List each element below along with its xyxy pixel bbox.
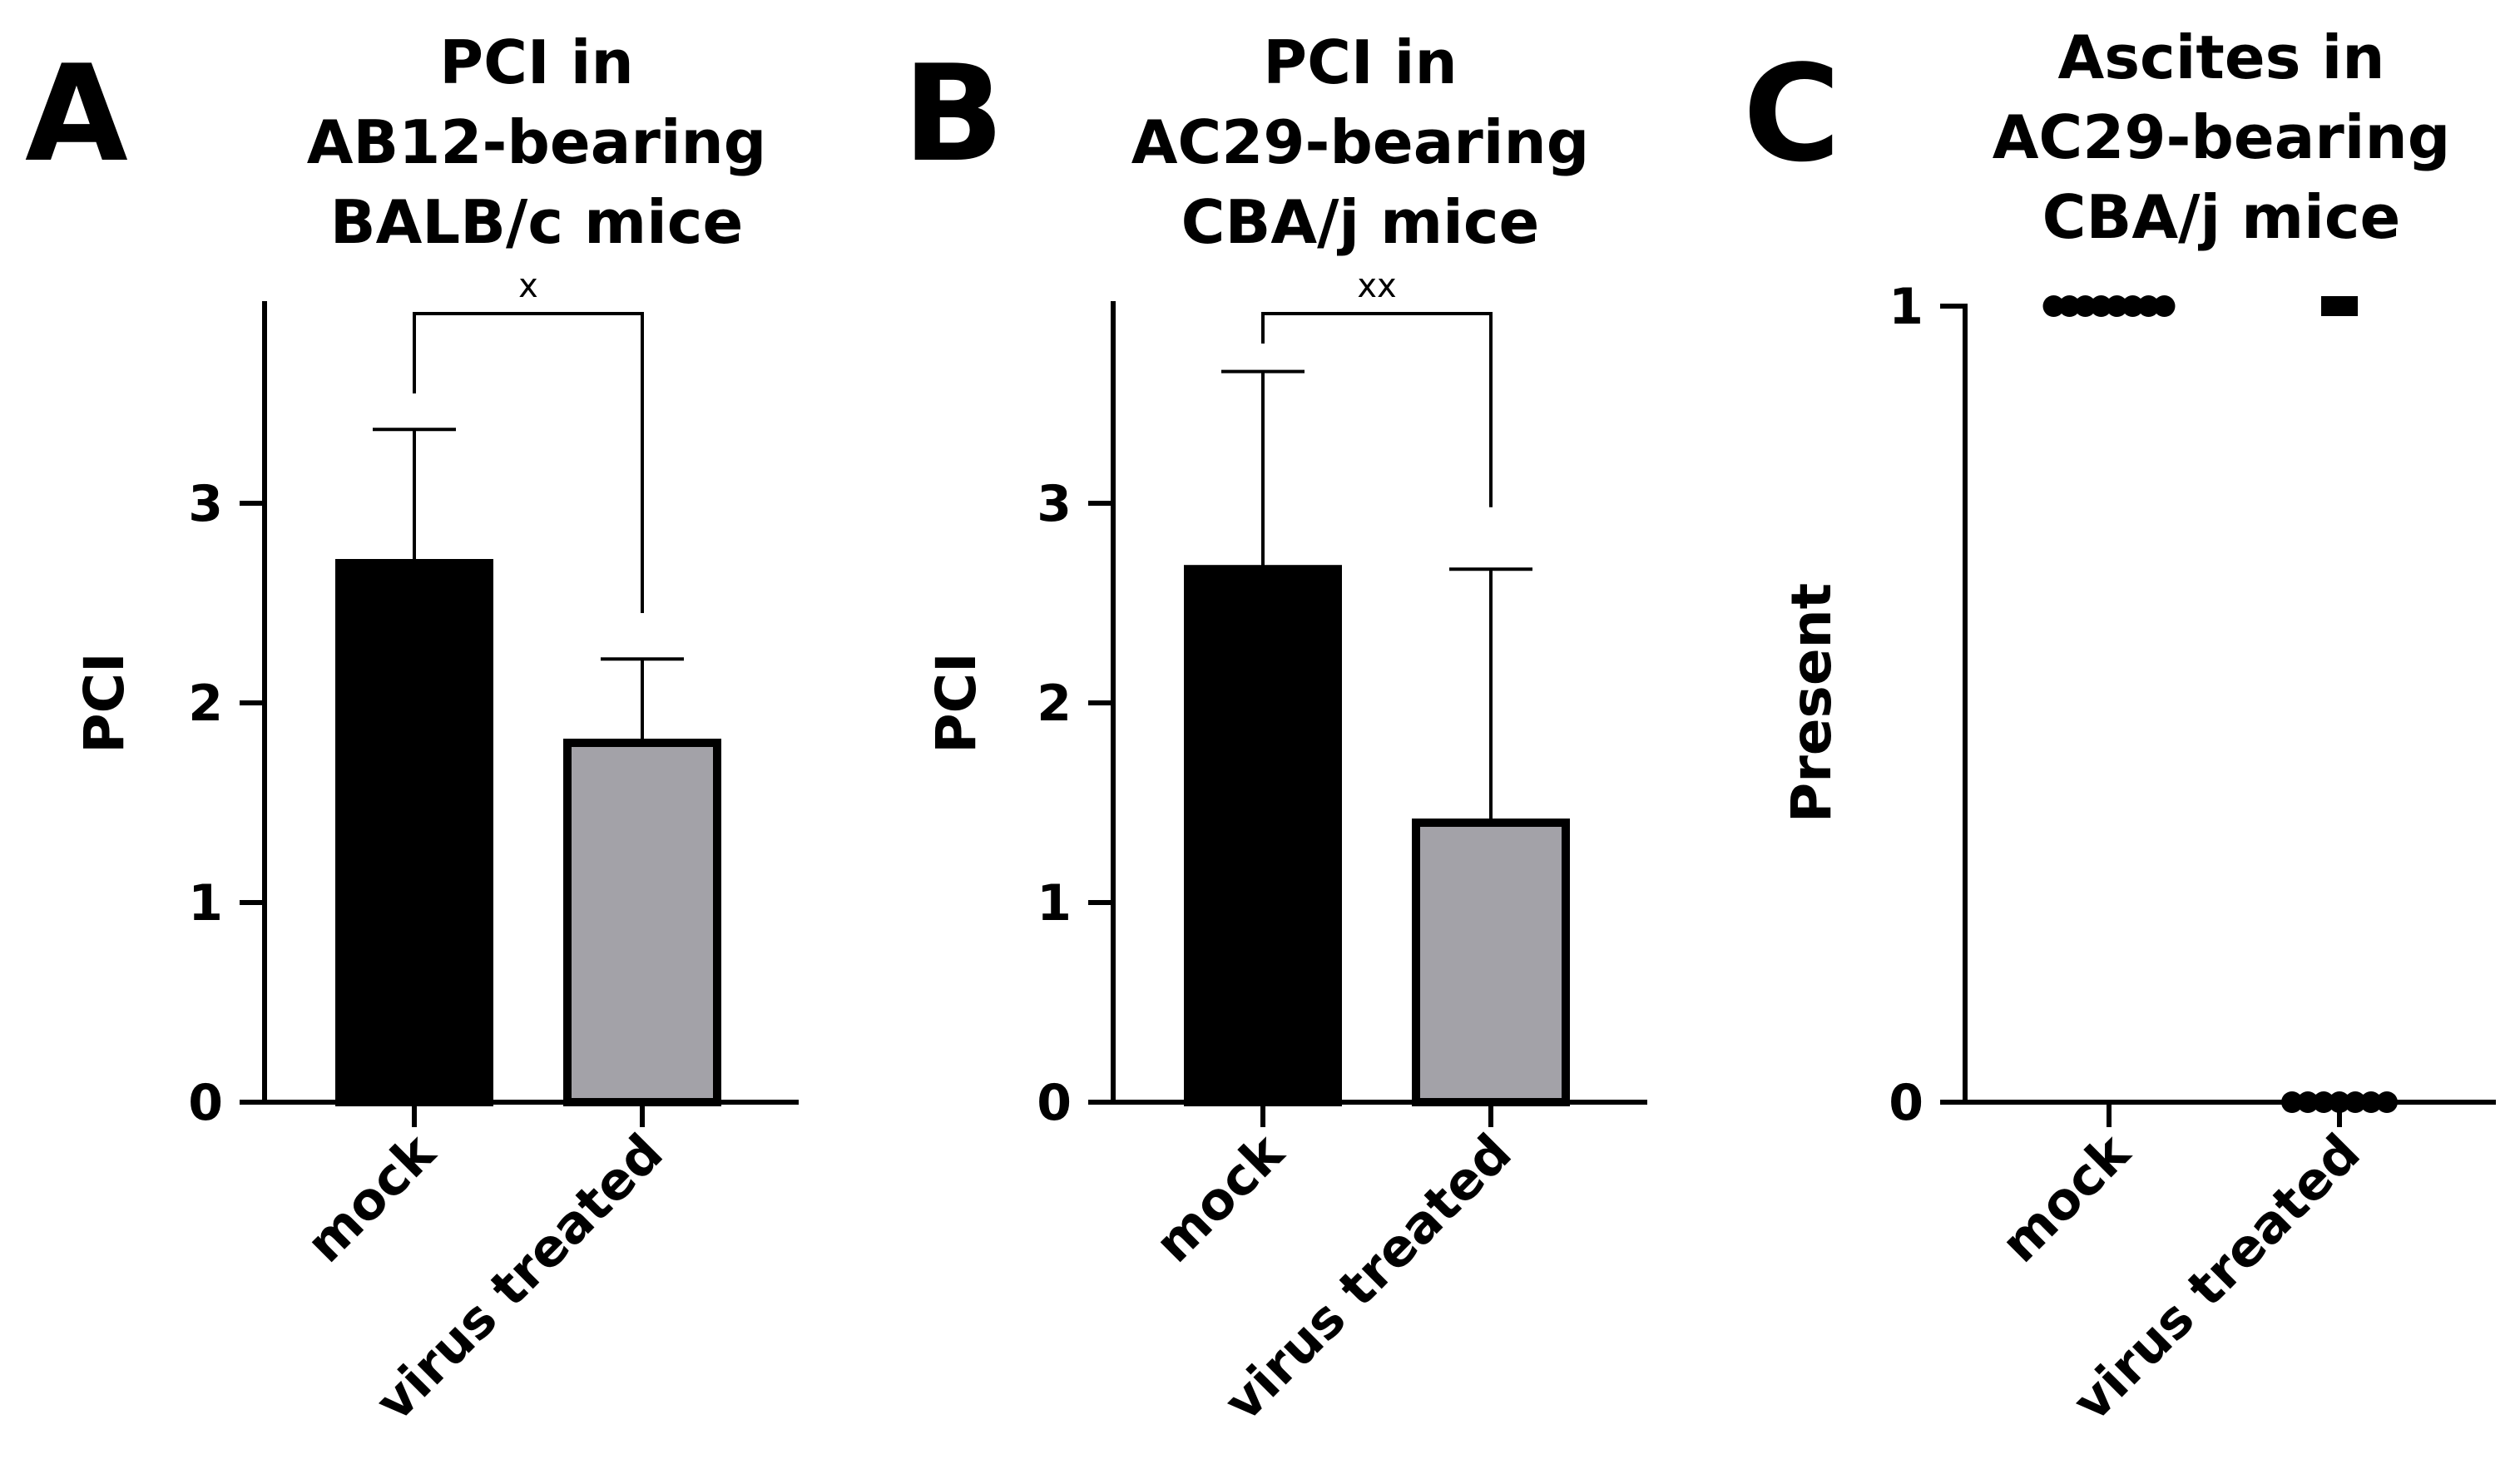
data-point-mock-y1 bbox=[2074, 295, 2097, 317]
panel-a-title-line-2: AB12-bearing bbox=[307, 107, 767, 177]
data-point-virus-treated-y0 bbox=[2313, 1091, 2334, 1113]
y-tick-label: 1 bbox=[1037, 874, 1072, 932]
y-tick-label: 3 bbox=[188, 475, 223, 533]
y-tick-label: 1 bbox=[1889, 278, 1923, 336]
panel-b-title-line-1: PCI in bbox=[1263, 27, 1457, 97]
y-tick-label: 2 bbox=[188, 675, 223, 733]
y-tick-label: 2 bbox=[1037, 675, 1072, 733]
data-point-virus-treated-y0 bbox=[2281, 1091, 2303, 1113]
bar-mock bbox=[1184, 565, 1342, 1106]
data-point-mock-y1 bbox=[2090, 295, 2112, 317]
significance-bracket bbox=[1261, 312, 1493, 507]
y-tick-label: 1 bbox=[188, 874, 223, 932]
y-tick-label: 0 bbox=[1889, 1074, 1923, 1132]
data-point-mock-y1 bbox=[2058, 295, 2081, 317]
panel-b-title-line-3: CBA/j mice bbox=[1181, 187, 1540, 257]
panel-letter-c: C bbox=[1743, 36, 1840, 191]
bar-virus-treated bbox=[1412, 819, 1570, 1106]
data-point-mock-y1 bbox=[2042, 295, 2065, 317]
y-axis-label: PCI bbox=[72, 652, 136, 753]
panel-c-title-line-1: Ascites in bbox=[2057, 22, 2384, 92]
significance-label: xx bbox=[1357, 267, 1396, 305]
data-point-virus-treated-y0 bbox=[2297, 1091, 2319, 1113]
panel-letter-a: A bbox=[25, 36, 128, 191]
data-point-mock-y1 bbox=[2121, 295, 2144, 317]
bar-virus-treated bbox=[563, 739, 721, 1106]
panel-c-title-line-3: CBA/j mice bbox=[2042, 182, 2401, 252]
panel-c: C Ascites in AC29-bearing CBA/j mice 0 1 P… bbox=[1743, 22, 2496, 1432]
panel-a-title-line-1: PCI in bbox=[439, 27, 633, 97]
panel-c-title-line-2: AC29-bearing bbox=[1993, 102, 2451, 172]
data-point-virus-treated-y1-marker bbox=[2321, 296, 2358, 316]
data-point-virus-treated-y0 bbox=[2376, 1091, 2398, 1113]
data-point-virus-treated-y0 bbox=[2344, 1091, 2366, 1113]
y-tick-label: 0 bbox=[188, 1074, 223, 1132]
data-point-virus-treated-y0 bbox=[2360, 1091, 2382, 1113]
y-axis-label: Present bbox=[1780, 583, 1844, 823]
data-point-mock-y1 bbox=[2137, 295, 2160, 317]
x-category-mock: mock bbox=[1143, 1121, 1296, 1274]
x-category-mock: mock bbox=[1989, 1121, 2142, 1274]
panel-b-title-line-2: AC29-bearing bbox=[1131, 107, 1590, 177]
y-tick-label: 3 bbox=[1037, 475, 1072, 533]
panel-letter-b: B bbox=[903, 36, 1004, 191]
y-tick-label: 0 bbox=[1037, 1074, 1072, 1132]
significance-label: x bbox=[518, 267, 538, 305]
bar-mock bbox=[335, 559, 493, 1106]
data-point-mock-y1 bbox=[2153, 295, 2176, 317]
x-category-mock: mock bbox=[295, 1121, 448, 1274]
panel-b: B PCI in AC29-bearing CBA/j mice 0 1 2 3 PCI… bbox=[903, 27, 1647, 1432]
panel-a: A PCI in AB12-bearing BALB/c mice 0 1 2 3 PC… bbox=[25, 27, 799, 1432]
y-axis-label: PCI bbox=[924, 652, 988, 753]
panel-a-title-line-3: BALB/c mice bbox=[330, 187, 744, 257]
data-point-mock-y1 bbox=[2106, 295, 2128, 317]
significance-bracket bbox=[413, 312, 644, 613]
